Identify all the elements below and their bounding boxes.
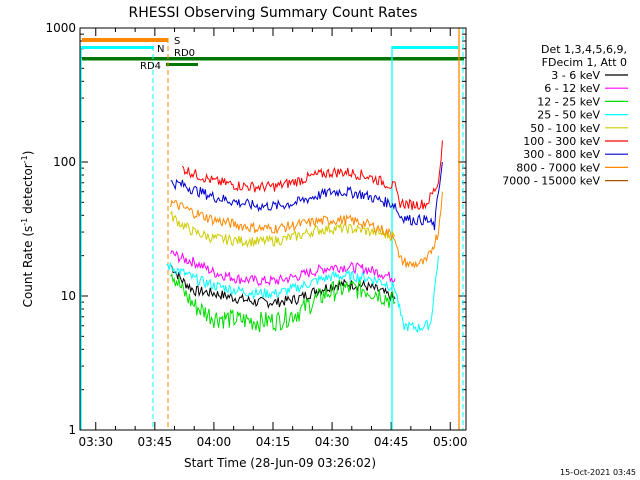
series-line-50-100-kev [170,210,396,249]
night-flag-bar-end [392,46,458,49]
x-tick-label: 04:15 [256,435,291,449]
series-line-800-7000-kev [170,191,443,268]
series-line-12-25-kev [170,273,396,333]
x-axis-label: Start Time (28-Jun-09 03:26:02) [184,456,376,470]
x-tick-label: 04:00 [197,435,232,449]
night-flag-bar [82,46,154,49]
series-line-6-12-kev [170,250,396,287]
x-tick-label: 03:30 [78,435,113,449]
x-tick-label: 05:00 [433,435,468,449]
y-axis-label-mid: detector [21,163,35,218]
y-tick-label: 1 [68,423,76,437]
legend-entry-label: 12 - 25 keV [537,95,600,108]
series-line-300-800-kev [170,161,443,231]
legend-entry-label: 100 - 300 keV [523,135,600,148]
night-flag-label: N [157,44,164,55]
legend-header-line-1: Det 1,3,4,5,6,9, [541,43,627,56]
legend-entry-label: 300 - 800 keV [523,148,600,161]
series-line-100-300-kev [181,140,443,211]
y-tick-label: 1000 [45,21,76,35]
series-line-3-6-kev [170,264,396,310]
y-tick-label: 10 [61,289,76,303]
legend-entry-label: 6 - 12 keV [544,82,600,95]
legend: Det 1,3,4,5,6,9, FDecim 1, Att 0 3 - 6 k… [502,43,628,188]
legend-entry-label: 7000 - 15000 keV [502,175,600,188]
rd0-flag-label: RD0 [174,48,195,59]
y-axis-label-end: ) [21,151,35,156]
y-axis-label-sup1: -1 [20,218,29,226]
rd4-flag-label: RD4 [140,61,161,72]
x-tick-label: 03:45 [138,435,173,449]
y-axis-label-main: Count Rate (s [21,226,35,308]
saa-flag-bar [82,38,168,42]
rd4-flag-bar [166,63,198,66]
legend-entry-label: 25 - 50 keV [537,109,600,122]
y-axis-label-sup2: -1 [20,155,29,163]
chart-title: RHESSI Observing Summary Count Rates [129,5,418,21]
y-axis-label: Count Rate (s-1 detector-1) [20,151,35,308]
series-line-25-50-kev [166,255,439,334]
legend-entry-label: 800 - 7000 keV [516,161,600,174]
x-tick-label: 04:30 [315,435,350,449]
rd0-flag-bar [82,57,464,61]
legend-entry-label: 50 - 100 keV [530,122,600,135]
y-tick-label: 100 [53,155,76,169]
generation-timestamp: 15-Oct-2021 03:45 [560,468,636,477]
legend-entry-label: 3 - 6 keV [551,69,600,82]
plot-frame [79,27,467,431]
legend-header-line-2: FDecim 1, Att 0 [542,56,627,69]
saa-flag-label: S [174,36,180,47]
x-tick-label: 04:45 [374,435,409,449]
